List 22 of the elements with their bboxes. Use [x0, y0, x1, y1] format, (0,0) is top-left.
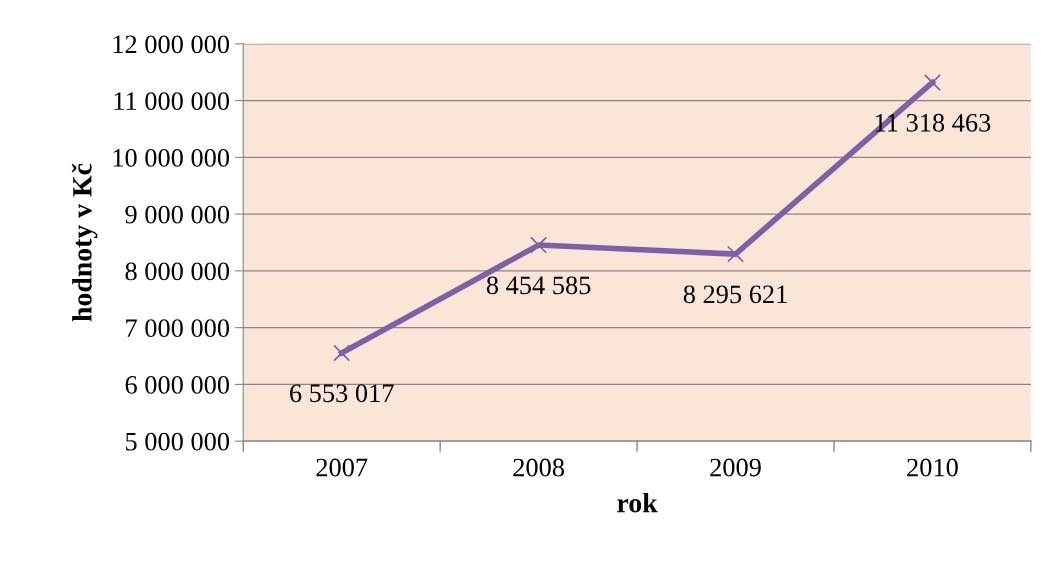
x-tick-label: 2008 [513, 458, 564, 477]
y-tick-label: 11 000 000 [114, 92, 230, 111]
y-axis-title: hodnoty v Kč [71, 163, 98, 322]
data-label: 8 454 585 [486, 276, 591, 295]
y-tick-label: 10 000 000 [113, 148, 230, 167]
y-tick-label: 5 000 000 [126, 432, 230, 451]
y-tick-label: 12 000 000 [113, 35, 230, 54]
point [333, 344, 351, 362]
y-tick-label: 7 000 000 [126, 319, 230, 338]
x-axis-title: rok [617, 492, 658, 513]
data-label: 6 553 017 [290, 384, 394, 403]
x-tick-label: 2009 [710, 458, 761, 477]
y-tick-label: 6 000 000 [125, 376, 230, 394]
y-tick-label: 8 000 000 [125, 262, 230, 281]
x-tick-label: 2007 [316, 458, 368, 477]
point [727, 245, 744, 263]
data-label: 8 295 621 [683, 285, 787, 304]
point [530, 236, 548, 254]
x-tick-label: 2010 [907, 458, 958, 477]
point [923, 74, 941, 91]
data-label: 11 318 463 [875, 113, 991, 132]
y-tick-label: 9 000 000 [125, 205, 230, 224]
